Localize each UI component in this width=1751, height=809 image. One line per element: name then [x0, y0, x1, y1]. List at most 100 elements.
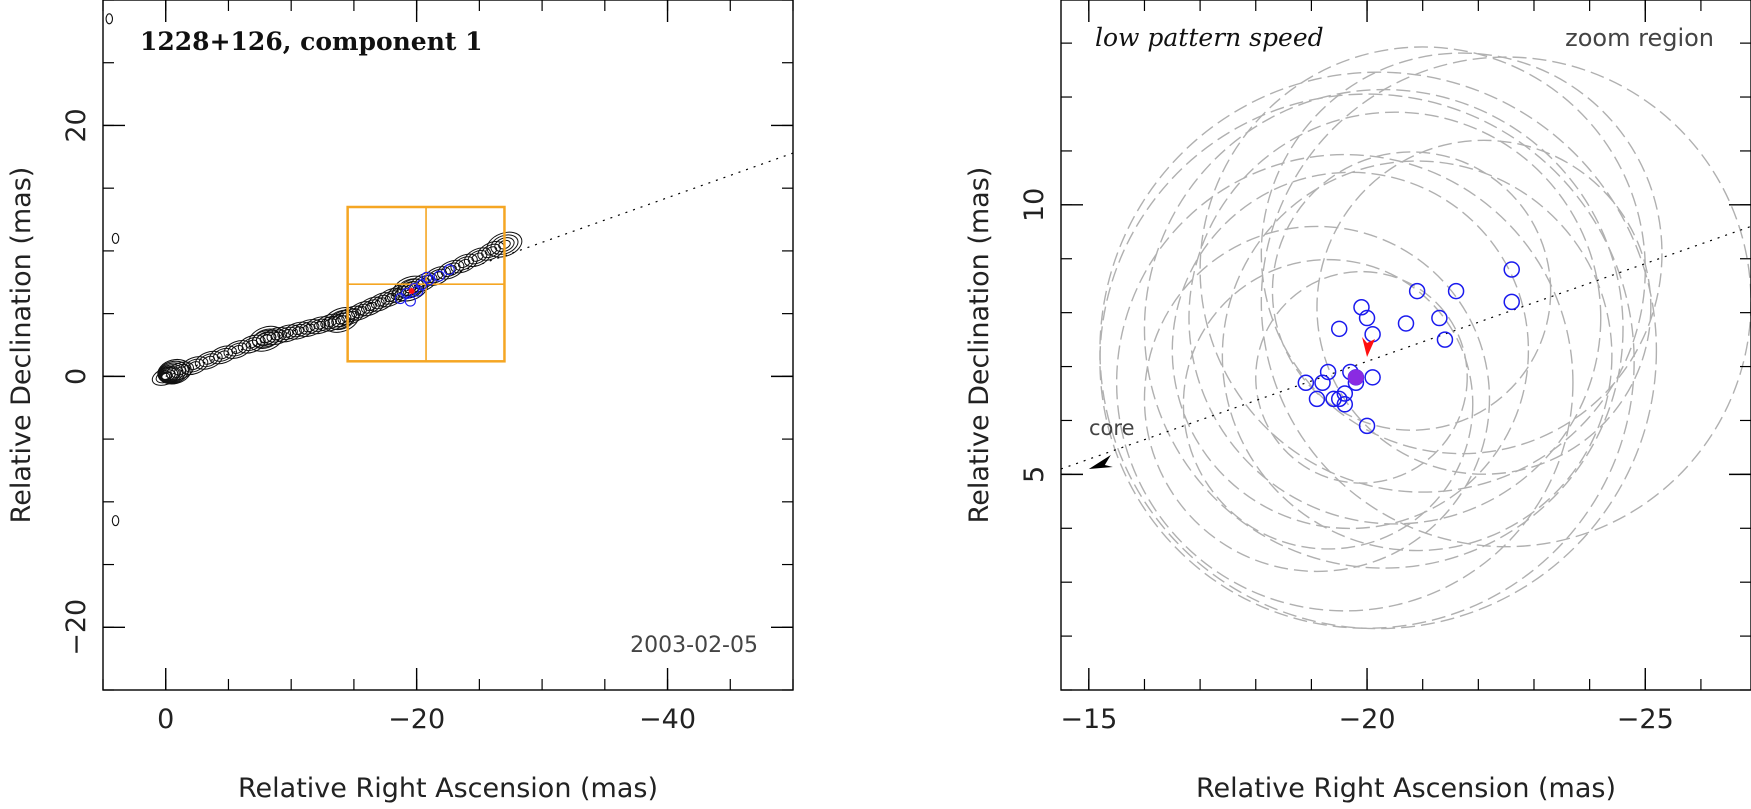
- uncertainty-circle: [1316, 139, 1652, 475]
- jet-contour: [273, 324, 302, 343]
- jet-contour: [294, 319, 324, 337]
- x-tick-label: 0: [157, 704, 174, 735]
- jet-axis: [1061, 225, 1751, 470]
- component-circle: [1330, 390, 1348, 408]
- y-tick-label: 5: [1019, 466, 1050, 483]
- left-tick-labels: 0 −20 −40 20 0 −20: [61, 108, 696, 735]
- reference-component: [1347, 369, 1364, 386]
- jet-contour: [202, 355, 215, 365]
- direction-marker: [1362, 337, 1376, 357]
- jet-contour: [223, 340, 252, 359]
- jet-contour: [374, 297, 387, 307]
- core-annotation: core: [1089, 416, 1135, 440]
- jet-contour: [364, 301, 378, 312]
- right-x-axis-label: Relative Right Ascension (mas): [1196, 773, 1616, 804]
- y-tick-label: 10: [1019, 188, 1050, 222]
- right-plot-frame: [1060, 0, 1751, 691]
- x-tick-label: −40: [639, 704, 696, 735]
- knot-contour: [498, 239, 511, 250]
- component-circle: [1330, 320, 1348, 338]
- component-circle: [1336, 385, 1354, 402]
- right-y-axis-label: Relative Declination (mas): [964, 167, 995, 524]
- knot-contour: [252, 328, 281, 349]
- y-tick-label: 20: [61, 108, 92, 142]
- uncertainty-circle: [1143, 88, 1624, 569]
- component-circle: [443, 264, 455, 276]
- uncertainty-circle: [1271, 151, 1552, 431]
- component-circle: [433, 270, 445, 282]
- jet-contour: [367, 292, 395, 312]
- jet-contour: [291, 326, 305, 335]
- component-circle: [1308, 390, 1326, 408]
- component-markers: [394, 264, 455, 307]
- component-circle: [1325, 390, 1342, 408]
- knot-contour: [494, 237, 515, 253]
- left-y-axis-label: Relative Declination (mas): [6, 167, 37, 524]
- component-circle: [1364, 369, 1381, 386]
- jet-contour: [237, 334, 266, 354]
- component-circle: [1503, 261, 1520, 278]
- component-circle: [1436, 331, 1454, 348]
- knot-contour: [486, 231, 523, 258]
- jet-contour: [345, 310, 358, 321]
- jet-contour: [184, 358, 205, 373]
- jet-contour: [354, 306, 368, 316]
- jet-contour: [305, 316, 335, 335]
- jet-contour: [463, 247, 492, 268]
- jet-contour: [245, 339, 259, 349]
- jet-contour: [281, 329, 294, 338]
- component-markers: [1088, 261, 1520, 469]
- component-circle: [1358, 309, 1376, 327]
- jet-contour: [151, 366, 180, 386]
- uncertainty-circle: [1260, 52, 1663, 455]
- uncertainty-circle: [1099, 93, 1635, 629]
- knot-contour: [400, 281, 421, 297]
- component-circle: [1297, 374, 1315, 391]
- jet-contour: [262, 327, 292, 346]
- jet-contour: [159, 371, 172, 381]
- jet-contour: [376, 287, 405, 308]
- uncertainty-circle: [1115, 153, 1574, 612]
- knot-contour: [490, 234, 519, 255]
- right-panel-title: low pattern speed: [1095, 23, 1324, 52]
- component-circle: [416, 279, 428, 291]
- noise-contour: [111, 515, 120, 527]
- noise-contour: [50, 171, 56, 181]
- knot-contour: [327, 309, 356, 331]
- component-circle: [1353, 299, 1370, 316]
- jet-contour: [484, 246, 498, 256]
- contour-map: [50, 13, 523, 527]
- observation-date: 2003-02-05: [630, 633, 758, 658]
- left-plot-frame: [102, 0, 794, 691]
- knot-contour: [255, 331, 277, 347]
- knot-contour: [248, 325, 284, 352]
- component-circle: [1319, 363, 1337, 381]
- jet-contour: [457, 258, 471, 269]
- uncertainty-circle: [1143, 225, 1491, 573]
- core-arrow: [1088, 454, 1113, 469]
- jet-contour: [198, 353, 219, 368]
- jet-contour: [277, 326, 298, 340]
- jet-contour: [231, 345, 244, 354]
- jet-contour: [471, 252, 484, 262]
- component-circle: [1503, 293, 1520, 311]
- jet-contour: [437, 259, 465, 280]
- component-circle: [421, 271, 433, 283]
- right-tick-labels: −15 −20 −25 10 5: [1019, 188, 1674, 735]
- uncertainty-circle: [1099, 71, 1658, 630]
- component-marker-red: [408, 288, 415, 295]
- uncertainty-circle: [1199, 46, 1646, 493]
- jet-axis-line: [1061, 225, 1751, 470]
- jet-contour: [313, 321, 327, 330]
- right-panel-subtitle: zoom region: [1565, 24, 1714, 52]
- knot-contour: [331, 312, 352, 328]
- right-panel: −15 −20 −25 10 5 low pattern speed zoom regi…: [964, 0, 1751, 804]
- right-tick-marks: [1061, 0, 1751, 691]
- jet-contour: [351, 303, 371, 319]
- jet-contour: [370, 294, 391, 310]
- component-circle: [1336, 396, 1354, 413]
- x-tick-label: −15: [1060, 704, 1117, 735]
- uncertainty-circle: [1255, 270, 1468, 484]
- component-circle: [1358, 417, 1376, 435]
